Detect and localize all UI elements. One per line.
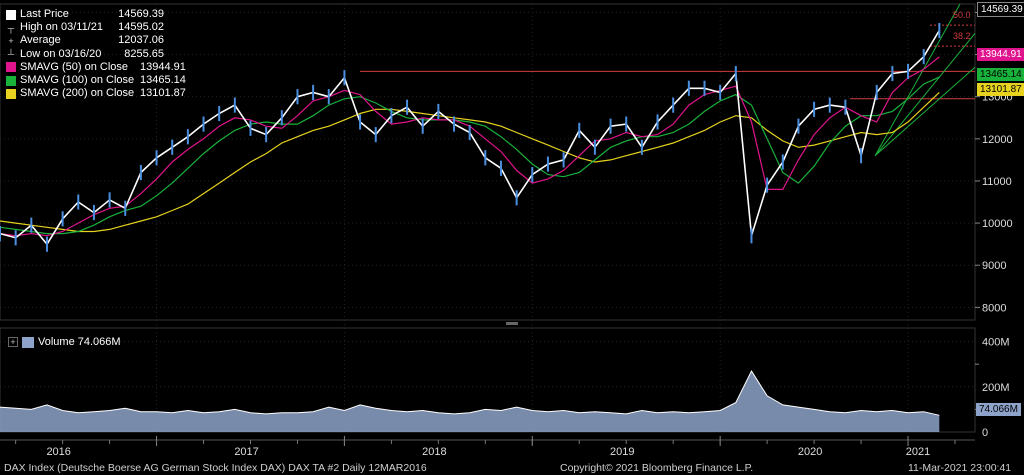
- legend-value: 13101.87: [140, 87, 186, 100]
- volume-area-fill: [0, 371, 940, 432]
- last-price-tag: 14569.39: [977, 2, 1024, 17]
- year-label: 2020: [798, 446, 822, 458]
- price-tick-label: 9000: [982, 260, 1006, 272]
- price-legend: Last Price 14569.39 ┬ High on 03/11/21 1…: [6, 8, 186, 100]
- legend-value: 8255.65: [124, 47, 164, 60]
- price-tick-label: 12000: [982, 134, 1013, 146]
- high-marker-icon: ┬: [7, 22, 15, 33]
- legend-label: High on 03/11/21: [20, 21, 103, 34]
- price-series: [0, 22, 941, 252]
- volume-tick-label: 200M: [982, 382, 1010, 394]
- volume-axis: 0 200M 400M: [975, 337, 1010, 439]
- price-tick-label: 11000: [982, 176, 1012, 188]
- volume-tick-label: 400M: [982, 337, 1010, 349]
- grid: [0, 4, 975, 433]
- year-label: 2017: [234, 446, 258, 458]
- legend-last-price[interactable]: Last Price 14569.39: [6, 8, 180, 21]
- footer: DAX Index (Deutsche Boerse AG German Sto…: [0, 461, 1024, 475]
- volume-label: Volume: [38, 336, 75, 348]
- trend-channel-line: [874, 66, 976, 157]
- legend-label: Low on 03/16/20: [20, 47, 102, 60]
- trend-channel-line: [874, 33, 976, 156]
- volume-swatch: [22, 336, 34, 348]
- sma200-swatch: [6, 88, 16, 99]
- legend-label: SMAVG (100) on Close: [20, 73, 135, 86]
- volume-average-line: [0, 369, 940, 416]
- footer-timestamp: 11-Mar-2021 23:00:41: [908, 462, 1012, 474]
- panel-divider-handle[interactable]: [506, 322, 518, 325]
- legend-sma50[interactable]: SMAVG (50) on Close 13944.91: [6, 60, 186, 74]
- sma100-tag: 13465.14: [977, 68, 1024, 81]
- volume-legend[interactable]: + Volume 74.066M: [8, 336, 121, 348]
- sma200-tag: 13101.87: [977, 83, 1024, 96]
- price-tick-label: 8000: [982, 302, 1006, 314]
- sma50-swatch: [6, 62, 16, 73]
- legend-value: 13465.14: [140, 73, 186, 86]
- legend-low: ┴ Low on 03/16/20 8255.65: [6, 48, 180, 61]
- year-label: 2018: [422, 446, 446, 458]
- average-marker-icon: +: [8, 35, 14, 46]
- legend-value: 12037.06: [118, 34, 164, 47]
- last-price-swatch: [6, 9, 16, 20]
- price-tick-label: 10000: [982, 218, 1013, 230]
- sma50-tag: 13944.91: [977, 48, 1024, 61]
- time-axis: 2016 2017 2018 2019 2020 2021: [0, 436, 975, 458]
- legend-label: SMAVG (200) on Close: [20, 87, 135, 100]
- legend-average: + Average 12037.06: [6, 34, 180, 47]
- year-label: 2021: [906, 446, 930, 458]
- sma100-swatch: [6, 75, 16, 86]
- year-label: 2016: [46, 446, 70, 458]
- sma100-line: [0, 76, 940, 235]
- footer-copyright: Copyright© 2021 Bloomberg Finance L.P.: [560, 462, 754, 474]
- legend-high: ┬ High on 03/11/21 14595.02: [6, 21, 180, 34]
- legend-value: 14595.02: [118, 21, 164, 34]
- volume-value: 74.066M: [77, 336, 121, 348]
- volume-tag: 74.066M: [976, 403, 1021, 416]
- footer-security: DAX Index (Deutsche Boerse AG German Sto…: [4, 462, 427, 474]
- legend-value: 14569.39: [118, 8, 164, 20]
- year-label: 2019: [610, 446, 634, 458]
- trend-channel-line: [874, 3, 961, 156]
- legend-sma100[interactable]: SMAVG (100) on Close 13465.14: [6, 73, 186, 87]
- legend-label: Last Price: [20, 8, 69, 20]
- legend-label: SMAVG (50) on Close: [20, 60, 129, 73]
- trend-lines: [360, 3, 976, 157]
- volume-tick-label: 0: [982, 427, 988, 439]
- fib-label: 50.0: [953, 10, 971, 20]
- expand-icon[interactable]: +: [8, 337, 18, 347]
- legend-label: Average: [20, 34, 61, 47]
- volume-area: [0, 369, 940, 432]
- fib-label: 38.2: [953, 31, 971, 41]
- low-marker-icon: ┴: [7, 49, 15, 60]
- legend-sma200[interactable]: SMAVG (200) on Close 13101.87: [6, 87, 186, 100]
- sma200-line: [0, 91, 940, 233]
- price-panel-frame: [0, 3, 976, 321]
- legend-value: 13944.91: [140, 60, 186, 73]
